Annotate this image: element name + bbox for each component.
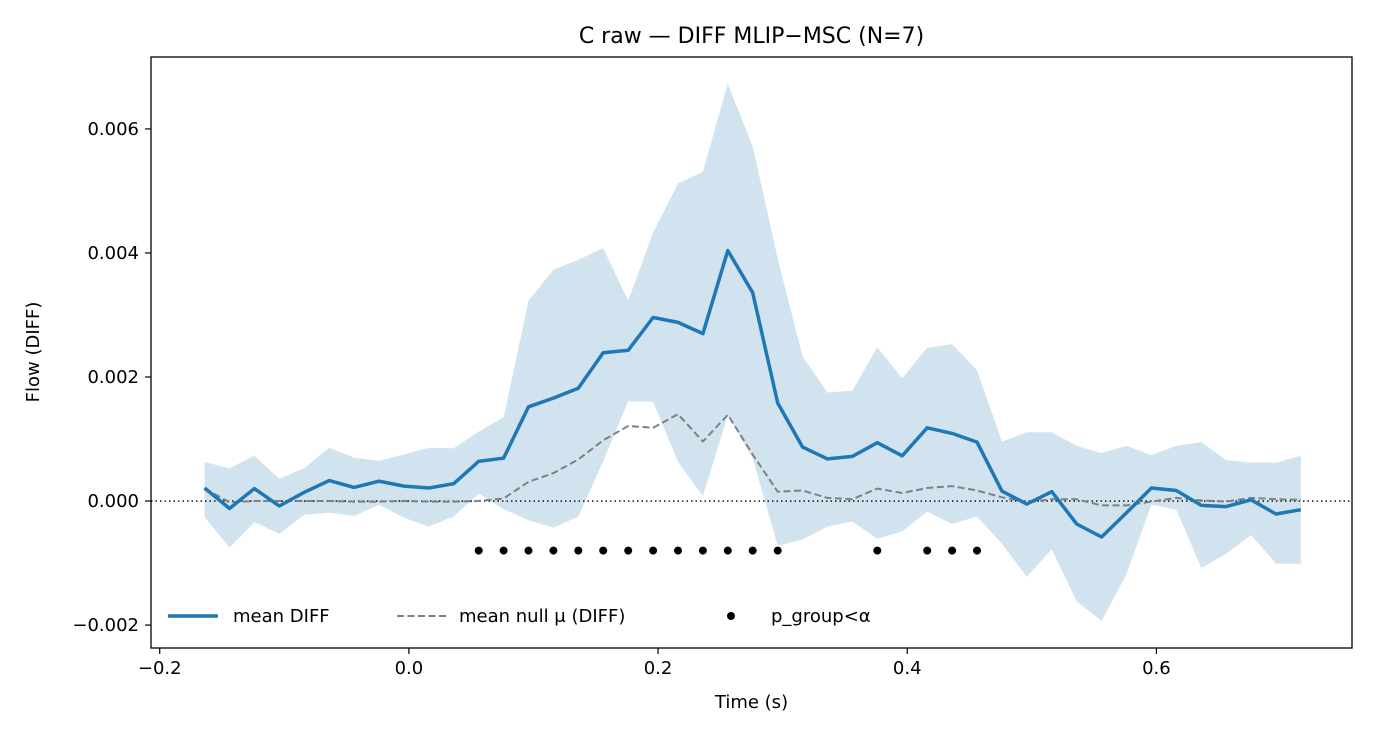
- significance-dot: [698, 546, 707, 555]
- significance-dot: [948, 546, 957, 555]
- significance-dot: [674, 546, 682, 555]
- significance-dot: [624, 546, 633, 555]
- plot-frame: [150, 56, 1353, 649]
- significance-dot: [723, 546, 732, 555]
- significance-dot: [524, 546, 533, 555]
- significance-dot: [773, 546, 782, 555]
- y-tick-label: 0.004: [87, 243, 139, 264]
- confidence-band: [204, 83, 1301, 621]
- significance-dot: [549, 546, 558, 555]
- y-tick-label: 0.006: [87, 119, 139, 140]
- significance-dot: [748, 546, 757, 555]
- significance-dot: [923, 546, 932, 555]
- null-mean-line: [204, 413, 1301, 507]
- y-tick-label: 0.000: [87, 491, 139, 512]
- y-axis-label: Flow (DIFF): [23, 302, 44, 403]
- x-tick-label: 0.6: [1142, 658, 1171, 679]
- x-tick-label: 0.2: [644, 658, 673, 679]
- significance-dot: [973, 546, 981, 555]
- legend-label: mean DIFF: [233, 606, 330, 627]
- mean-diff-line: [203, 248, 1302, 539]
- significance-dot: [499, 546, 508, 555]
- significance-dot: [649, 546, 658, 555]
- y-tick-label: 0.002: [87, 367, 139, 388]
- plot-area: [151, 83, 1352, 621]
- x-tick-label: −0.2: [138, 658, 182, 679]
- x-tick-label: 0.4: [893, 658, 922, 679]
- significance-dot: [873, 546, 882, 555]
- x-tick-label: 0.0: [395, 658, 424, 679]
- chart-title: C raw — DIFF MLIP−MSC (N=7): [579, 24, 924, 49]
- significance-dot: [599, 546, 608, 555]
- x-axis: −0.2 0.0 0.2 0.4 0.6: [138, 648, 1171, 679]
- legend-swatch-significance: [727, 612, 735, 620]
- significance-dot: [474, 546, 483, 555]
- legend-label: p_group<α: [771, 606, 871, 627]
- significance-dot: [574, 546, 583, 555]
- legend: mean DIFF mean null μ (DIFF) p_group<α: [168, 606, 871, 627]
- y-tick-label: −0.002: [72, 615, 139, 636]
- y-axis: −0.002 0.000 0.002 0.004 0.006: [72, 119, 151, 636]
- legend-label: mean null μ (DIFF): [459, 606, 625, 627]
- x-axis-label: Time (s): [714, 692, 788, 713]
